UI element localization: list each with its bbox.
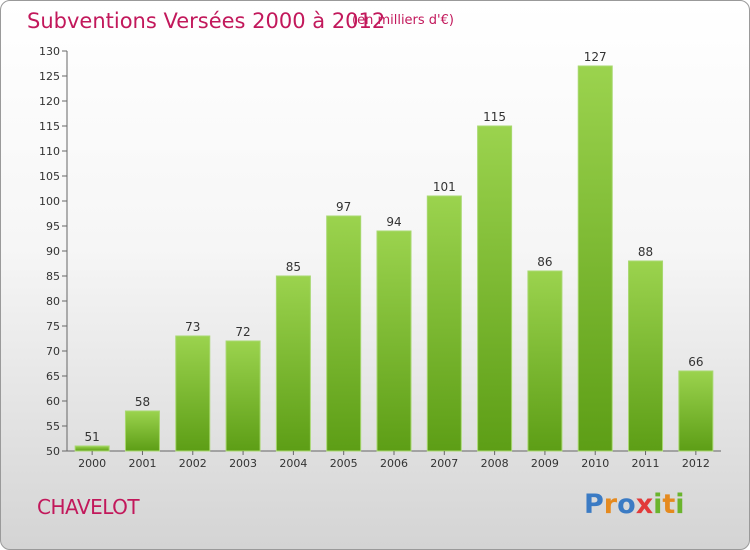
bar <box>225 340 261 452</box>
proxiti-logo: Proxiti <box>584 489 685 520</box>
data-label: 58 <box>135 395 150 409</box>
bar <box>477 125 513 452</box>
y-tick-label: 60 <box>46 395 60 408</box>
commune-name: CHAVELOT <box>37 495 140 519</box>
data-label: 94 <box>386 215 401 229</box>
bar <box>74 445 110 452</box>
y-tick-label: 110 <box>39 145 60 158</box>
x-tick-label: 2010 <box>581 457 609 470</box>
x-tick-label: 2004 <box>279 457 307 470</box>
bar <box>326 215 362 452</box>
y-tick-label: 120 <box>39 95 60 108</box>
x-tick-label: 2006 <box>380 457 408 470</box>
y-tick-label: 80 <box>46 295 60 308</box>
x-tick-label: 2007 <box>430 457 458 470</box>
bar <box>426 195 462 452</box>
chart-subtitle: (en milliers d'€) <box>352 13 454 28</box>
logo-letter: t <box>662 489 676 520</box>
bar <box>124 410 160 452</box>
bar <box>527 270 563 452</box>
x-tick-label: 2008 <box>481 457 509 470</box>
logo-letter: i <box>653 489 663 520</box>
data-label: 66 <box>688 355 703 369</box>
logo-letter: P <box>584 489 604 520</box>
y-tick-label: 125 <box>39 70 60 83</box>
y-tick-label: 50 <box>46 445 60 458</box>
logo-letter: o <box>617 489 636 520</box>
x-tick-label: 2000 <box>78 457 106 470</box>
logo-letter: i <box>675 489 685 520</box>
data-label: 72 <box>235 325 250 339</box>
y-tick-label: 100 <box>39 195 60 208</box>
data-label: 97 <box>336 200 351 214</box>
x-tick-label: 2012 <box>682 457 710 470</box>
chart-title: Subventions Versées 2000 à 2012 <box>27 9 386 33</box>
y-tick-label: 65 <box>46 370 60 383</box>
y-tick-label: 85 <box>46 270 60 283</box>
bar <box>175 335 211 452</box>
y-tick-label: 55 <box>46 420 60 433</box>
x-tick-label: 2002 <box>179 457 207 470</box>
logo-letter: x <box>635 489 654 520</box>
x-tick-label: 2009 <box>531 457 559 470</box>
x-tick-label: 2005 <box>330 457 358 470</box>
data-label: 127 <box>584 50 607 64</box>
bar <box>577 65 613 452</box>
data-label: 51 <box>85 430 100 444</box>
bar <box>678 370 714 452</box>
y-tick-label: 105 <box>39 170 60 183</box>
data-label: 85 <box>286 260 301 274</box>
data-label: 88 <box>638 245 653 259</box>
data-label: 101 <box>433 180 456 194</box>
bar <box>628 260 664 452</box>
y-tick-label: 75 <box>46 320 60 333</box>
y-tick-label: 130 <box>39 45 60 58</box>
y-tick-label: 115 <box>39 120 60 133</box>
x-tick-label: 2011 <box>632 457 660 470</box>
data-label: 86 <box>537 255 552 269</box>
y-tick-label: 70 <box>46 345 60 358</box>
data-label: 73 <box>185 320 200 334</box>
bar <box>376 230 412 452</box>
x-tick-label: 2003 <box>229 457 257 470</box>
bar <box>275 275 311 452</box>
data-label: 115 <box>483 110 506 124</box>
x-tick-label: 2001 <box>128 457 156 470</box>
y-tick-label: 90 <box>46 245 60 258</box>
y-tick-label: 95 <box>46 220 60 233</box>
logo-letter: r <box>603 489 618 520</box>
